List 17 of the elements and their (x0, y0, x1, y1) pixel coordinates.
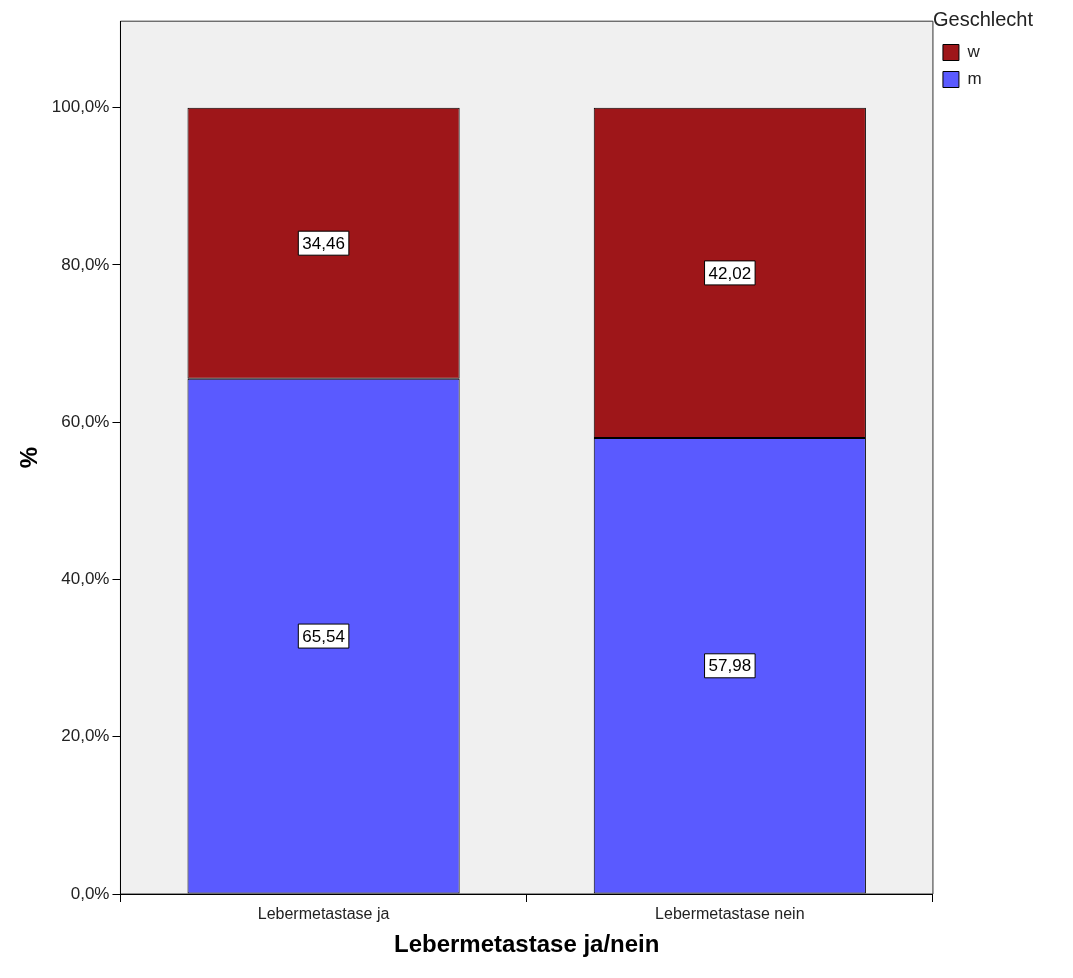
legend-label: w (966, 42, 981, 62)
y-axis-title: % (15, 446, 43, 469)
y-tick-label: 100,0% (51, 97, 110, 117)
data-label: 34,46 (302, 233, 345, 253)
x-tick-label: Lebermetastase ja (257, 905, 390, 923)
y-tick-label: 60,0% (61, 411, 110, 431)
data-label: 57,98 (708, 656, 752, 676)
x-axis-title: Lebermetastase ja/nein (393, 930, 660, 958)
data-label: 65,54 (302, 626, 345, 646)
x-tick-label: Lebermetastase nein (655, 905, 805, 923)
legend-title: Geschlecht (932, 7, 1034, 30)
y-tick-label: 80,0% (61, 254, 110, 274)
y-tick-label: 0,0% (70, 883, 110, 903)
legend-label: m (967, 69, 982, 89)
y-tick-label: 40,0% (61, 569, 110, 589)
data-label: 42,02 (708, 263, 752, 283)
y-tick-label: 20,0% (61, 726, 110, 746)
